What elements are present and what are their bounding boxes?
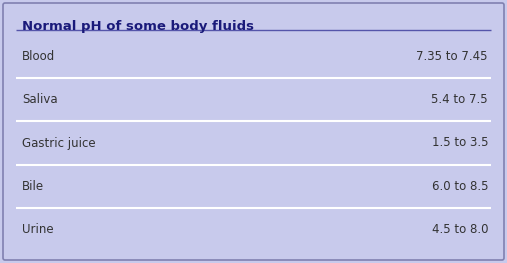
- Text: Bile: Bile: [22, 180, 44, 193]
- Text: 7.35 to 7.45: 7.35 to 7.45: [416, 50, 488, 63]
- Text: Urine: Urine: [22, 223, 54, 236]
- Text: Blood: Blood: [22, 50, 55, 63]
- Text: 6.0 to 8.5: 6.0 to 8.5: [431, 180, 488, 193]
- Text: Saliva: Saliva: [22, 93, 58, 106]
- Text: 4.5 to 8.0: 4.5 to 8.0: [431, 223, 488, 236]
- Text: 1.5 to 3.5: 1.5 to 3.5: [431, 136, 488, 149]
- FancyBboxPatch shape: [3, 3, 504, 260]
- Text: Normal pH of some body fluids: Normal pH of some body fluids: [22, 20, 254, 33]
- Text: Gastric juice: Gastric juice: [22, 136, 96, 149]
- Text: 5.4 to 7.5: 5.4 to 7.5: [431, 93, 488, 106]
